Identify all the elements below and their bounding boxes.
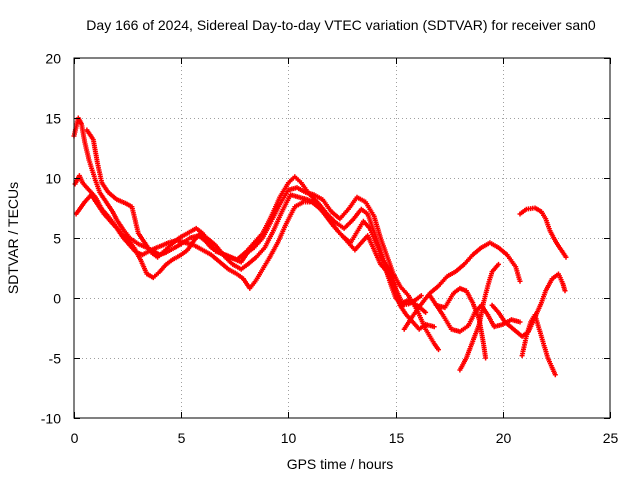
y-axis-label: SDTVAR / TECUs bbox=[5, 182, 21, 294]
y-tick-label: -10 bbox=[41, 411, 61, 427]
chart-title: Day 166 of 2024, Sidereal Day-to-day VTE… bbox=[86, 17, 596, 33]
y-tick-label: 5 bbox=[53, 231, 61, 247]
series-track-8 bbox=[457, 261, 501, 373]
series-track-5 bbox=[401, 240, 523, 332]
series-track-4 bbox=[84, 127, 441, 353]
x-tick-label: 5 bbox=[178, 430, 186, 446]
y-tick-label: 15 bbox=[45, 111, 61, 127]
x-tick-label: 10 bbox=[281, 430, 297, 446]
series-marker-path bbox=[519, 312, 558, 378]
y-tick-label: 10 bbox=[45, 171, 61, 187]
tick-layer: 0 5 10 15 20 25 -10 -5 0 5 10 15 20 bbox=[41, 51, 619, 447]
y-tick-label: 20 bbox=[45, 51, 61, 67]
x-tick-label: 25 bbox=[603, 430, 619, 446]
series-marker-path bbox=[84, 127, 441, 353]
grid-layer bbox=[74, 58, 610, 418]
series-track-10 bbox=[519, 312, 558, 378]
series-marker-path bbox=[457, 261, 501, 373]
y-tick-label: -5 bbox=[49, 351, 62, 367]
x-tick-label: 0 bbox=[71, 430, 79, 446]
series-marker-path bbox=[73, 192, 437, 332]
data-layer bbox=[71, 115, 569, 378]
series-marker-path bbox=[517, 205, 569, 260]
x-tick-label: 15 bbox=[389, 430, 405, 446]
series-marker-path bbox=[401, 240, 523, 332]
y-tick-label: 0 bbox=[53, 291, 61, 307]
series-track-11 bbox=[517, 205, 569, 260]
x-axis-label: GPS time / hours bbox=[287, 456, 394, 472]
x-tick-label: 20 bbox=[496, 430, 512, 446]
series-track-3 bbox=[73, 192, 437, 332]
